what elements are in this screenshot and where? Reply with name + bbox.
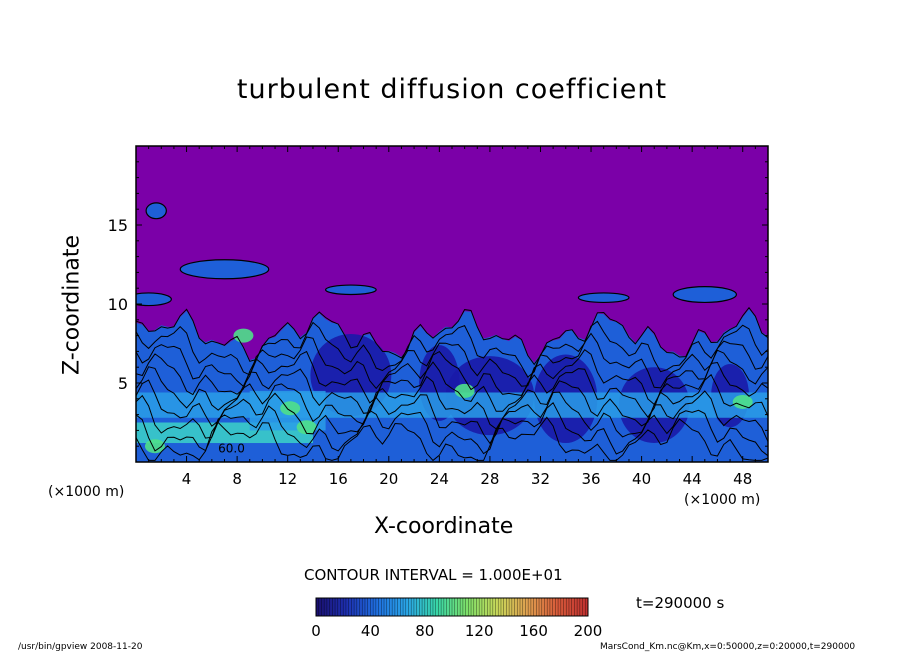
colorbar-tick-label: 0 [311,622,321,640]
x-axis-label: X-coordinate [374,514,514,539]
upper-patch [136,292,172,307]
upper-patch [145,202,167,220]
contour-interval-text: CONTOUR INTERVAL = 1.000E+01 [304,566,563,584]
high-value-band [136,392,768,418]
x-tick-label: 40 [632,470,651,488]
high-value-spot [732,394,753,409]
x-tick-label: 24 [430,470,449,488]
upper-patch [577,292,630,304]
upper-patch [179,259,270,280]
x-tick-label: 32 [531,470,550,488]
contour-line [136,361,768,418]
x-tick-label: 16 [329,470,348,488]
x-tick-label: 48 [733,470,752,488]
contour-line [136,373,768,430]
x-tick-label: 36 [581,470,600,488]
contour-line [136,390,768,445]
contour-line [136,416,768,462]
high-value-spot [144,439,165,454]
y-tick-label: 5 [118,374,128,393]
colorbar-tick-label: 160 [519,622,548,640]
colorbar-tick-label: 200 [574,622,603,640]
colorbar-frame [315,597,589,617]
time-label: t=290000 s [636,594,725,612]
contour-line [136,332,768,390]
x-tick-label: 4 [182,470,192,488]
y-tick-label: 15 [108,216,128,235]
footer-left: /usr/bin/gpview 2008-11-20 [18,642,143,652]
field-layer: 60.0 [136,146,768,462]
y-axis-label: Z-coordinate [59,235,85,375]
colorbar-layer: 0 40 80 120 160 200 [311,597,603,640]
high-value-spot [280,401,301,416]
x-tick-label: 28 [480,470,499,488]
x-tick-label: 20 [379,470,398,488]
high-value-spot [454,383,475,398]
x-tick-label: 12 [278,470,297,488]
y-tick-label: 10 [108,295,128,314]
colorbar-tick-label: 40 [361,622,380,640]
contour-line [136,306,768,366]
contour-line [136,402,768,457]
upper-patch [672,286,738,304]
contour-value-label: 60.0 [218,442,245,456]
x-tick-label: 8 [232,470,242,488]
colorbar-tick-label: 120 [465,622,494,640]
x-unit-label-left: (×1000 m) [48,484,125,500]
footer-right: MarsCond_Km.nc@Km,x=0:50000,z=0:20000,t=… [600,642,856,652]
chart-title: turbulent diffusion coefficient [236,74,668,105]
high-value-spot [233,328,254,343]
upper-patch [325,284,377,296]
colorbar-tick-label: 80 [415,622,434,640]
contour-line [136,320,768,378]
x-unit-label: (×1000 m) [684,492,761,508]
x-tick-label: 44 [683,470,702,488]
